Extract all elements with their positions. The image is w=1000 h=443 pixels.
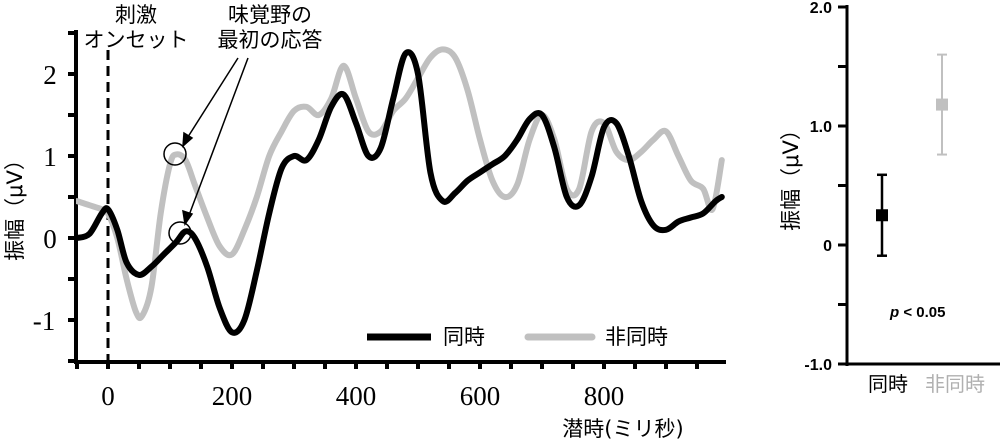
sync-series-line — [76, 49, 725, 336]
left-chart: 2 1 0 -1 0 200 400 600 800 潜時(ミリ秒) 振幅（μV… — [3, 3, 726, 441]
y-tick-label-0: 0 — [43, 224, 57, 254]
x-tick-label-200: 200 — [212, 381, 253, 411]
category-label-async: 非同時 — [925, 372, 985, 396]
y-axis-title: 振幅（μV） — [3, 149, 27, 261]
y-tick-label-1: 1 — [43, 142, 57, 172]
onset-label-line1: 刺激 — [115, 3, 157, 27]
p-value-annotation: p < 0.05 — [889, 304, 945, 321]
x-tick-label-800: 800 — [584, 381, 625, 411]
category-label-sync: 同時 — [868, 372, 908, 396]
x-tick-label-600: 600 — [460, 381, 501, 411]
right-y-tick-2: 2.0 — [810, 0, 832, 17]
legend-sync-label: 同時 — [443, 325, 485, 349]
y-tick-label-2: 2 — [43, 60, 57, 90]
first-response-label-line1: 味覚野の — [228, 3, 312, 27]
left-x-ticks — [75, 362, 699, 369]
annotation-arrows — [182, 57, 249, 226]
right-y-tick-neg1: -1.0 — [804, 357, 832, 374]
left-y-ticks — [68, 31, 76, 363]
error-bar-sync — [876, 173, 888, 257]
right-chart: 2.0 1.0 0 -1.0 振幅（μV） p < 0.05 同時 非同時 — [779, 0, 1000, 396]
async-first-response-marker — [163, 142, 187, 166]
x-tick-label-400: 400 — [336, 381, 377, 411]
mean-marker — [936, 98, 948, 111]
x-tick-label-0: 0 — [101, 381, 115, 411]
right-y-tick-1: 1.0 — [810, 119, 832, 136]
onset-label-line2: オンセット — [84, 28, 189, 52]
error-bar-async — [936, 53, 948, 156]
async-series-line — [76, 46, 725, 322]
right-data-points — [876, 53, 948, 257]
right-y-axis-title: 振幅（μV） — [779, 119, 803, 231]
sync-first-response-marker — [168, 221, 192, 245]
legend: 同時 非同時 — [367, 325, 668, 349]
x-axis-title: 潜時(ミリ秒) — [562, 417, 683, 441]
y-tick-label-neg1: -1 — [33, 306, 56, 336]
first-response-label-line2: 最初の応答 — [218, 28, 323, 52]
right-y-tick-0: 0 — [823, 238, 832, 255]
mean-marker — [876, 209, 888, 222]
right-y-ticks — [838, 5, 847, 366]
legend-async-label: 非同時 — [605, 325, 668, 349]
